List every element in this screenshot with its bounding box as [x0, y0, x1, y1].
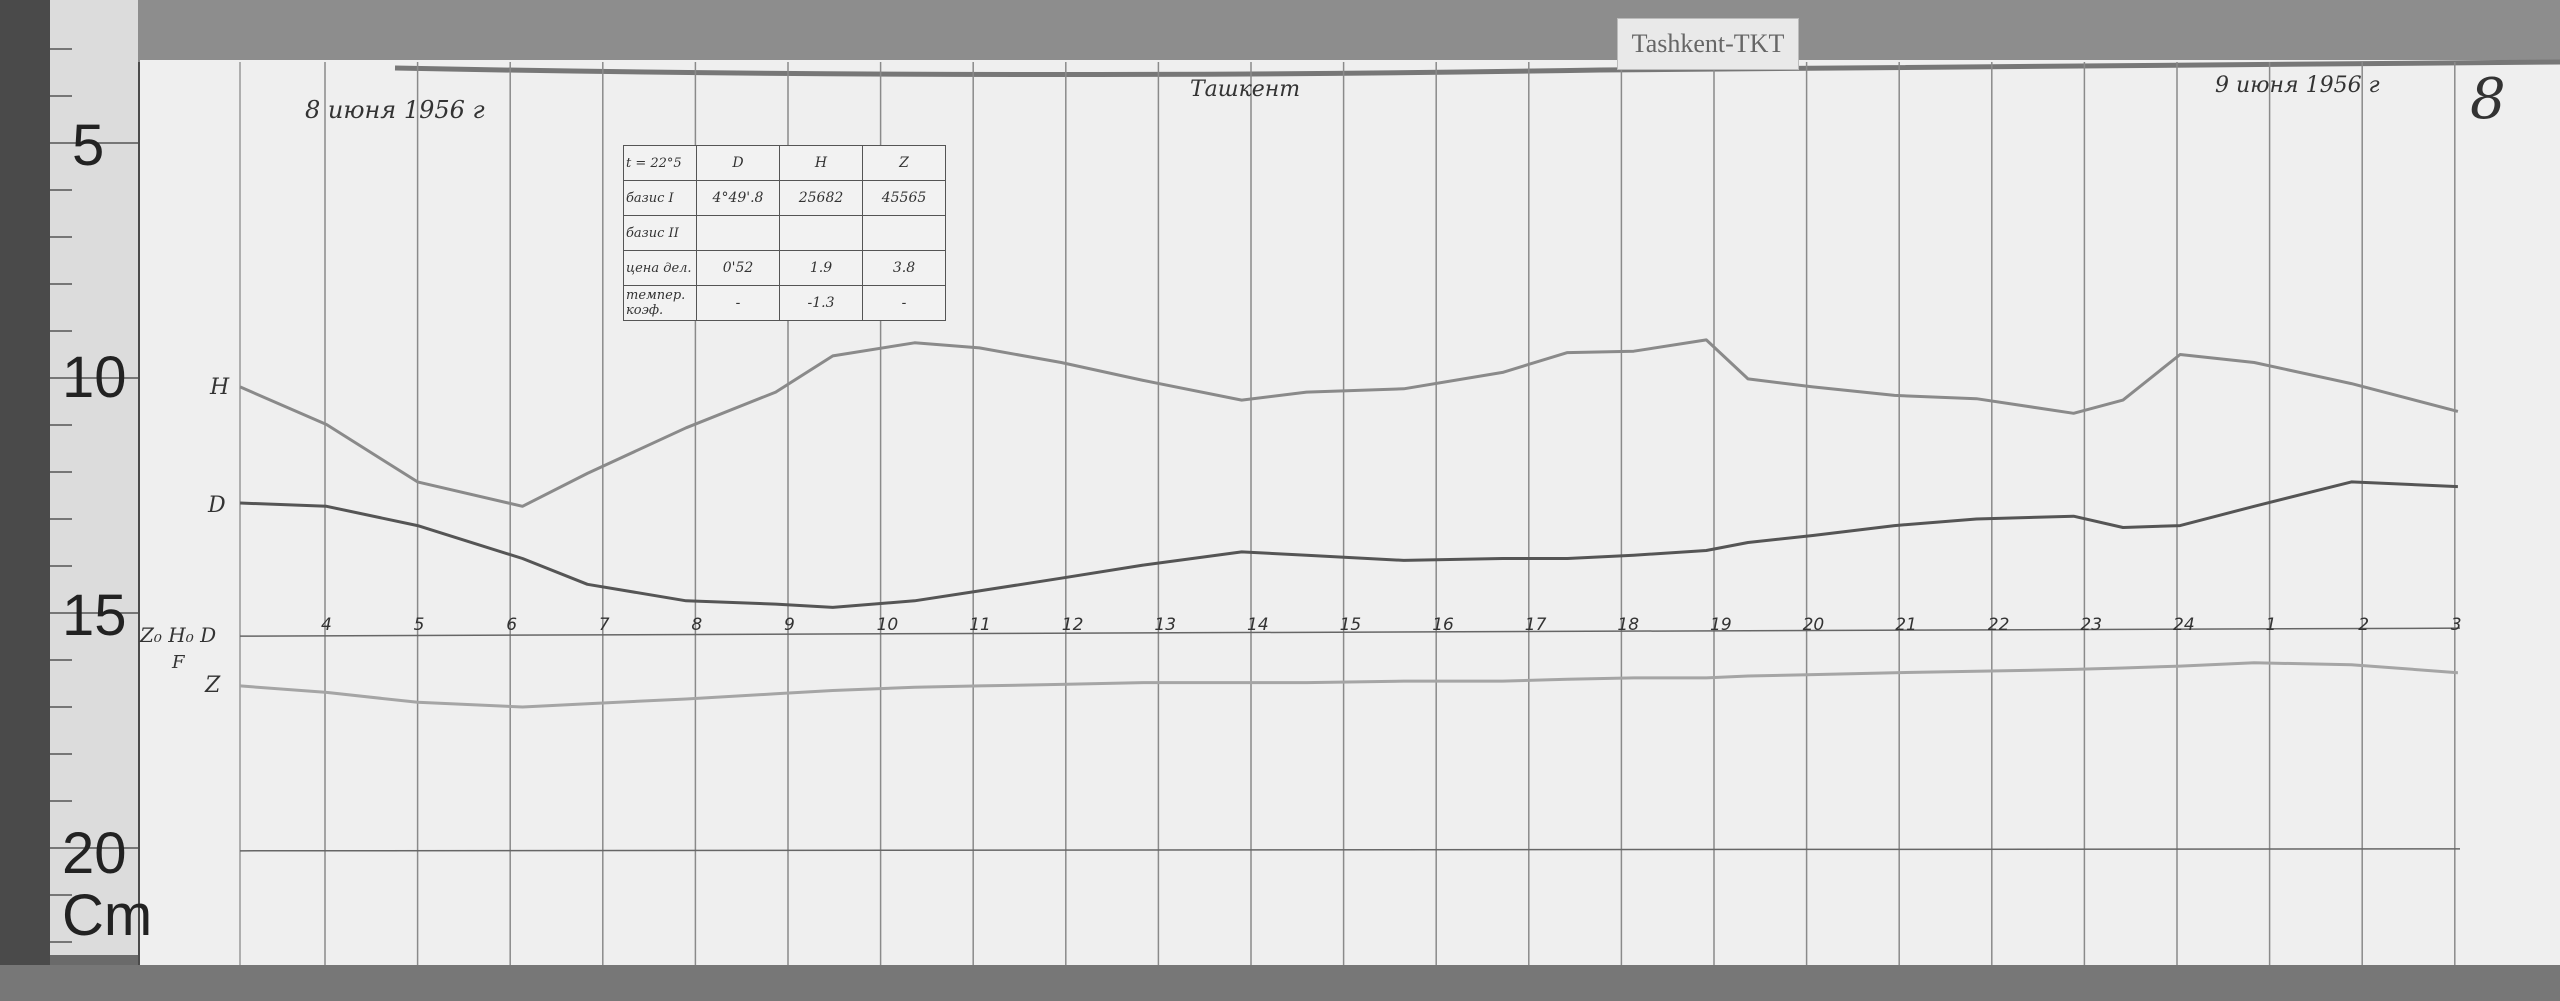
table-cell: 4°49'.8	[696, 180, 780, 216]
ruler	[50, 0, 138, 955]
ruler-label: 10	[62, 345, 127, 410]
hour-tick-label: 8	[691, 615, 702, 635]
date-start: 8 июня 1956 г	[305, 96, 485, 124]
hour-tick-label: 6	[506, 615, 517, 635]
ruler-ticks	[50, 48, 138, 943]
baseline-table: t = 22°5 D H Z базис I 4°49'.8 25682 45565 …	[623, 145, 946, 321]
table-cell	[696, 215, 780, 251]
top-clamp	[130, 0, 2560, 62]
table-cell	[779, 215, 863, 251]
hour-tick-label: 13	[1154, 615, 1176, 635]
place-label: Ташкент	[1190, 77, 1300, 102]
table-cell: базис I	[623, 180, 697, 216]
table-cell: 45565	[862, 180, 946, 216]
label-z: Z	[204, 673, 221, 698]
hour-tick-label: 21	[1895, 615, 1917, 635]
label-h: H	[209, 375, 230, 400]
ruler-label: 20	[62, 821, 127, 886]
table-cell	[862, 215, 946, 251]
table-cell: Z	[862, 145, 946, 181]
hour-tick-label: 16	[1432, 615, 1454, 635]
hour-tick-label: 24	[2173, 615, 2195, 635]
hour-tick-label: 12	[1062, 615, 1084, 635]
label-d: D	[207, 493, 226, 518]
table-cell: 1.9	[779, 250, 863, 286]
hour-tick-label: 7	[599, 615, 610, 635]
table-row: базис I 4°49'.8 25682 45565	[623, 180, 946, 216]
table-cell: 0'52	[696, 250, 780, 286]
hour-tick-label: 9	[784, 615, 795, 635]
table-cell: 25682	[779, 180, 863, 216]
table-cell: t = 22°5	[623, 145, 697, 181]
table-header: t = 22°5 D H Z	[623, 145, 946, 181]
hour-tick-label: 10	[877, 615, 899, 635]
hour-tick-labels: 4 5 6 7 8 9 10 11 12 13 14 15 16 17 18 19 20 21 22 23 24 1 2 3	[321, 615, 2462, 635]
trace-z	[239, 661, 2459, 709]
hour-tick-label: 5	[414, 615, 425, 635]
station-label: Tashkent-TKT	[1617, 18, 1799, 70]
hour-tick-label: 23	[2080, 615, 2102, 635]
bottom-frame	[0, 965, 2560, 1001]
table-cell: 3.8	[862, 250, 946, 286]
table-row: цена дел. 0'52 1.9 3.8	[623, 250, 946, 286]
table-cell: цена дел.	[623, 250, 697, 286]
date-end: 9 июня 1956 г	[2215, 73, 2380, 98]
traces	[239, 338, 2459, 709]
hour-tick-label: 14	[1247, 615, 1269, 635]
sheet-number: 8	[2470, 67, 2506, 132]
table-cell: H	[779, 145, 863, 181]
table-cell: темпер. коэф.	[623, 285, 697, 321]
table-row: темпер. коэф. - -1.3-	[623, 285, 946, 321]
hour-grid	[239, 62, 2461, 965]
hour-tick-label: 3	[2451, 615, 2462, 635]
table-row: базис II	[623, 215, 946, 251]
table-cell: -	[696, 285, 780, 321]
table-cell: базис II	[623, 215, 697, 251]
bottom-line	[239, 848, 2461, 852]
hour-tick-label: 18	[1617, 615, 1639, 635]
hour-tick-label: 15	[1340, 615, 1362, 635]
hour-tick-label: 22	[1988, 615, 2010, 635]
paper-top-edge	[394, 59, 2560, 78]
ruler-label: 15	[62, 583, 127, 648]
label-f: F	[171, 652, 186, 673]
baseline	[239, 627, 2461, 637]
paper-sheet	[140, 60, 2560, 970]
table-cell: D	[696, 145, 780, 181]
trace-h	[239, 338, 2459, 508]
label-baseline: Z₀ H₀ D	[139, 623, 216, 647]
hour-tick-label: 1	[2266, 615, 2277, 635]
ruler-label: 5	[72, 113, 104, 178]
trace-d	[240, 480, 2458, 609]
table-cell: -	[862, 285, 946, 321]
table-cell: -1.3	[779, 285, 863, 321]
hour-tick-label: 17	[1525, 615, 1547, 635]
hour-tick-label: 2	[2358, 615, 2369, 635]
hour-tick-label: 11	[969, 615, 991, 635]
hour-tick-label: 19	[1710, 615, 1732, 635]
ruler-unit: Cm	[62, 883, 152, 948]
hour-tick-label: 4	[321, 615, 332, 635]
hour-tick-label: 20	[1803, 615, 1825, 635]
